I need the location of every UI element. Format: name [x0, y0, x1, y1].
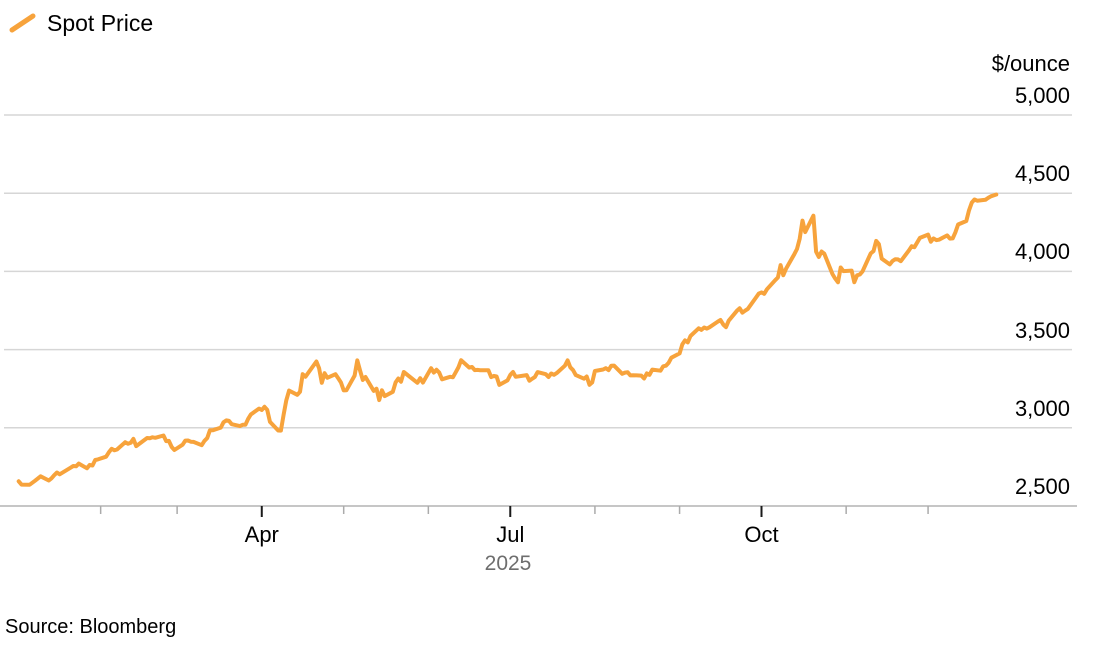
legend-line-swatch-icon: [9, 13, 36, 33]
x-axis-month-label: Apr: [244, 522, 279, 547]
x-axis-month-label: Jul: [496, 522, 525, 547]
y-axis-tick-label: 5,000: [1014, 83, 1070, 108]
y-axis-tick-label: 3,000: [1014, 395, 1070, 421]
y-axis-tick-label: 4,000: [1014, 239, 1070, 265]
source-attribution: Source: Bloomberg: [5, 616, 177, 638]
y-axis-tick-label: 3,500: [1014, 317, 1070, 343]
y-axis-unit-label: $/ounce: [991, 51, 1070, 76]
x-axis-month-label: Oct: [744, 522, 779, 547]
x-axis-year-label: 2025: [484, 552, 532, 575]
y-axis-tick-label: 2,500: [1014, 474, 1070, 499]
legend-series-label: Spot Price: [47, 9, 154, 36]
y-axis-tick-label: 4,500: [1014, 161, 1070, 187]
legend: Spot Price: [8, 9, 153, 37]
spot-price-line: [16, 192, 999, 487]
